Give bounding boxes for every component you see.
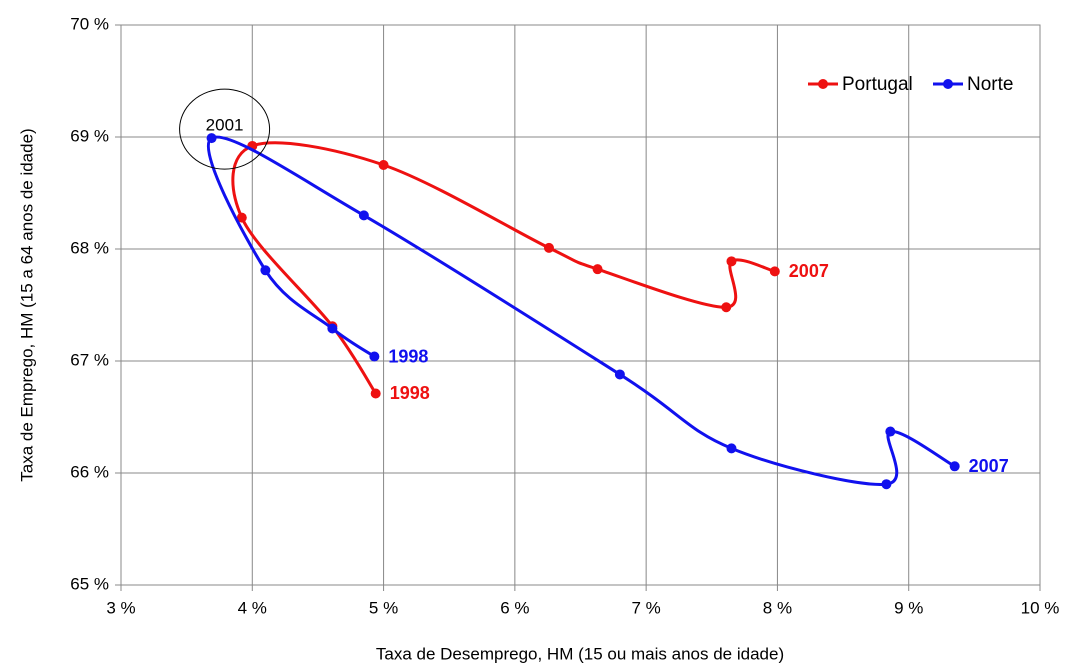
data-point: [327, 323, 338, 334]
annotation-circle: [179, 88, 271, 170]
x-tick-label: 8 %: [763, 598, 792, 617]
data-point: [543, 242, 554, 253]
y-tick-label: 65 %: [70, 574, 109, 593]
legend-marker: [943, 79, 953, 89]
data-point: [260, 265, 271, 276]
end-label: 2007: [789, 261, 829, 281]
data-point: [206, 133, 217, 144]
x-tick-label: 7 %: [631, 598, 660, 617]
end-label: 2007: [969, 456, 1009, 476]
data-point: [721, 302, 732, 313]
data-point: [236, 212, 247, 223]
legend-label: Norte: [967, 74, 1013, 95]
x-tick-label: 5 %: [369, 598, 398, 617]
x-tick-label: 3 %: [106, 598, 135, 617]
x-axis-title: Taxa de Desemprego, HM (15 ou mais anos …: [376, 644, 784, 663]
data-point: [881, 479, 892, 490]
legend-marker: [818, 79, 828, 89]
x-tick-label: 4 %: [238, 598, 267, 617]
plot-frame: [120, 24, 1041, 586]
annotation: 2001: [206, 116, 244, 135]
start-label: 1998: [390, 383, 430, 403]
start-label: 1998: [388, 346, 428, 366]
data-point: [769, 266, 780, 277]
data-point: [378, 160, 389, 170]
data-point: [885, 426, 896, 437]
y-tick-label: 66 %: [70, 462, 109, 481]
data-point: [358, 210, 369, 221]
data-point: [949, 461, 960, 472]
data-point: [592, 264, 603, 275]
series-line: [231, 141, 776, 395]
data-point: [726, 256, 737, 267]
y-tick-label: 70 %: [70, 14, 109, 33]
y-axis-title: Taxa de Emprego, HM (15 a 64 anos de ida…: [17, 128, 36, 481]
y-tick-label: 68 %: [70, 238, 109, 257]
x-tick-label: 10 %: [1021, 598, 1060, 617]
x-tick-label: 6 %: [500, 598, 529, 617]
data-point: [369, 351, 380, 362]
data-point: [726, 443, 737, 454]
x-tick-label: 9 %: [894, 598, 923, 617]
y-tick-label: 67 %: [70, 350, 109, 369]
data-point: [614, 369, 625, 380]
data-point: [370, 388, 381, 399]
y-tick-label: 69 %: [70, 126, 109, 145]
legend-label: Portugal: [842, 74, 913, 95]
